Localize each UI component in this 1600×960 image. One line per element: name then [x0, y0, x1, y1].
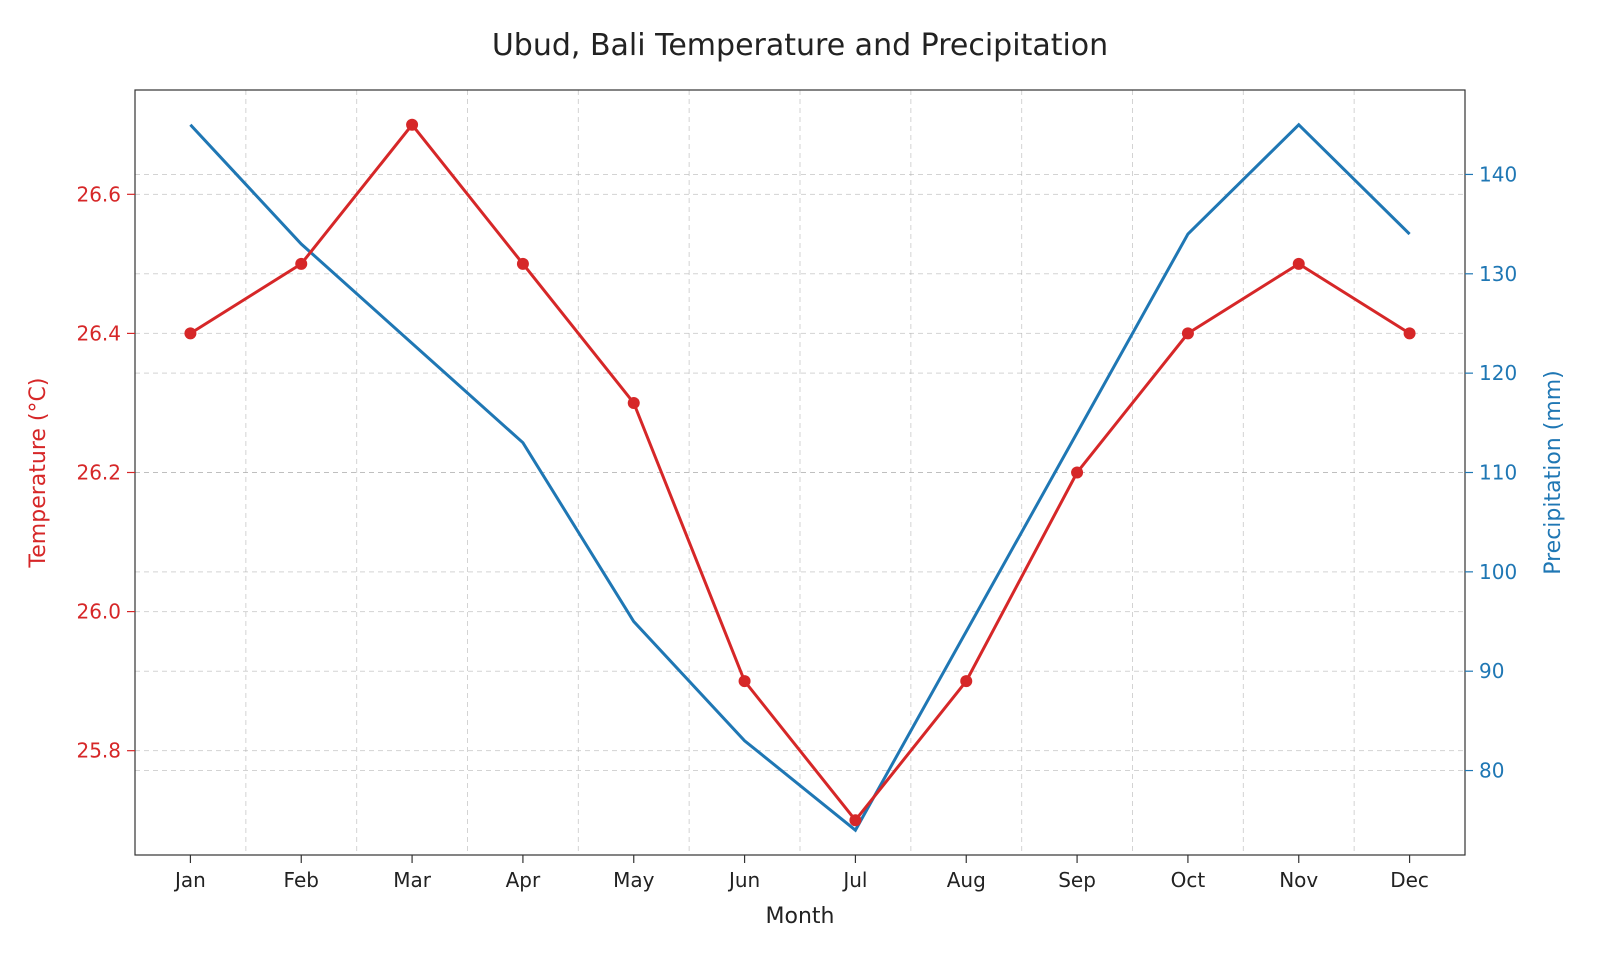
x-tick-label: Sep — [1058, 868, 1096, 892]
y-right-tick-label: 100 — [1479, 560, 1517, 584]
y-right-tick-label: 120 — [1479, 361, 1517, 385]
x-tick-label: Oct — [1171, 868, 1206, 892]
x-tick-label: May — [613, 868, 655, 892]
y-left-tick-label: 26.6 — [76, 182, 121, 206]
chart-title: Ubud, Bali Temperature and Precipitation — [492, 28, 1108, 63]
x-tick-label: Jan — [173, 868, 206, 892]
x-tick-label: Mar — [393, 868, 432, 892]
temperature-marker — [1071, 467, 1083, 479]
temperature-marker — [517, 258, 529, 270]
temperature-marker — [849, 814, 861, 826]
temperature-marker — [1182, 327, 1194, 339]
temperature-marker — [1404, 327, 1416, 339]
y-left-tick-label: 26.0 — [76, 600, 121, 624]
y-right-tick-label: 130 — [1479, 262, 1517, 286]
climate-chart: Ubud, Bali Temperature and Precipitation… — [0, 0, 1600, 960]
y-right-tick-label: 110 — [1479, 461, 1517, 485]
x-tick-label: Jul — [841, 868, 867, 892]
x-axis-label: Month — [766, 904, 835, 929]
y-axis-temperature: 25.8 26.0 26.2 26.4 26.6 — [76, 182, 135, 762]
x-tick-label: Aug — [947, 868, 986, 892]
y-right-tick-label: 140 — [1479, 162, 1517, 186]
temperature-marker — [960, 675, 972, 687]
x-tick-label: Nov — [1279, 868, 1318, 892]
chart-container: Ubud, Bali Temperature and Precipitation… — [0, 0, 1600, 960]
y-axis-precipitation: 80 90 100 110 120 130 140 — [1465, 162, 1517, 782]
temperature-marker — [406, 119, 418, 131]
x-tick-label: Jun — [727, 868, 760, 892]
y-left-tick-label: 26.2 — [76, 461, 121, 485]
y-axis-temperature-label: Temperature (°C) — [26, 378, 51, 569]
y-right-tick-label: 80 — [1479, 759, 1504, 783]
temperature-marker — [1293, 258, 1305, 270]
temperature-marker — [628, 397, 640, 409]
y-left-tick-label: 25.8 — [76, 739, 121, 763]
y-left-tick-label: 26.4 — [76, 321, 121, 345]
temperature-marker — [295, 258, 307, 270]
x-tick-label: Apr — [506, 868, 541, 892]
y-axis-precipitation-label: Precipitation (mm) — [1541, 370, 1566, 575]
x-tick-label: Dec — [1390, 868, 1429, 892]
x-axis: Jan Feb Mar Apr May Jun Jul Aug Sep Oct Nov Dec — [173, 855, 1429, 892]
temperature-marker — [184, 327, 196, 339]
y-right-tick-label: 90 — [1479, 659, 1504, 683]
x-tick-label: Feb — [284, 868, 319, 892]
plot-area — [135, 90, 1465, 855]
temperature-marker — [739, 675, 751, 687]
